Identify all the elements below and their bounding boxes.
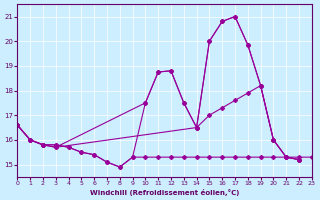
X-axis label: Windchill (Refroidissement éolien,°C): Windchill (Refroidissement éolien,°C): [90, 189, 239, 196]
